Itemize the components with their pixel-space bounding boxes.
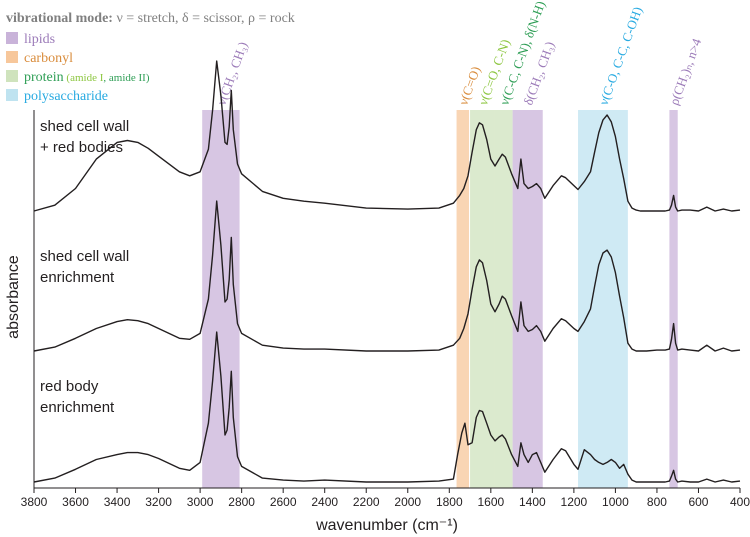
x-tick-label: 1800 [436,495,463,509]
band-lipids [669,110,678,488]
x-tick-label: 3600 [62,495,89,509]
legend-label: polysaccharide [24,89,108,104]
series-name-layer: shed cell wall + red bodies shed cell wall… [40,118,129,416]
legend-label: carbonyl [24,51,73,66]
legend-swatch [6,51,18,63]
spectrum-line [33,200,741,352]
x-axis: wavenumber (cm⁻¹) absorbance 3800 3600 340… [5,110,750,534]
legend-swatch [6,32,18,44]
y-axis-label: absorbance [5,255,22,339]
series-name: shed cell wall [40,248,129,265]
x-tick-label: 1200 [561,495,588,509]
band-protein-amide-II [494,110,513,488]
series-name: + red bodies [40,139,123,156]
x-axis-label: wavenumber (cm⁻¹) [315,517,458,534]
band-layer [202,110,678,488]
spectra-layer [33,60,741,483]
band-label: ν(C-O, C-C, C-OH) [596,5,645,107]
band-carbonyl [456,110,470,488]
x-tick-label: 3800 [21,495,48,509]
legend-swatch [6,70,18,82]
series-name: red body [40,378,99,395]
x-tick-label: 600 [688,495,708,509]
x-tick-label: 2800 [228,495,255,509]
legend-label: lipids [24,32,55,47]
x-tick-label: 2400 [311,495,338,509]
spectrum-line [33,60,741,212]
x-tick-label: 2000 [394,495,421,509]
series-name: enrichment [40,399,115,416]
legend-label: protein (amide I, amide II) [24,70,150,85]
x-tick-label: 1000 [602,495,629,509]
legend: vibrational mode: ν = stretch, δ = sciss… [6,11,295,104]
x-tick-label: 3200 [145,495,172,509]
band-label: ρ(CH₂)ₙ, n>4 [666,36,704,107]
spectrum-line [33,331,741,483]
x-tick-label: 2600 [270,495,297,509]
series-name: shed cell wall [40,118,129,135]
band-protein-amide-I [470,110,495,488]
x-tick-label: 400 [730,495,750,509]
vibrational-mode-key: vibrational mode: ν = stretch, δ = sciss… [6,11,295,26]
x-tick-label: 2200 [353,495,380,509]
x-tick-label: 800 [647,495,667,509]
x-tick-label: 3400 [104,495,131,509]
legend-swatch [6,89,18,101]
x-tick-label: 3000 [187,495,214,509]
band-lipids [512,110,543,488]
x-tick-label: 1400 [519,495,546,509]
series-name: enrichment [40,269,115,286]
x-tick-label: 1600 [477,495,504,509]
